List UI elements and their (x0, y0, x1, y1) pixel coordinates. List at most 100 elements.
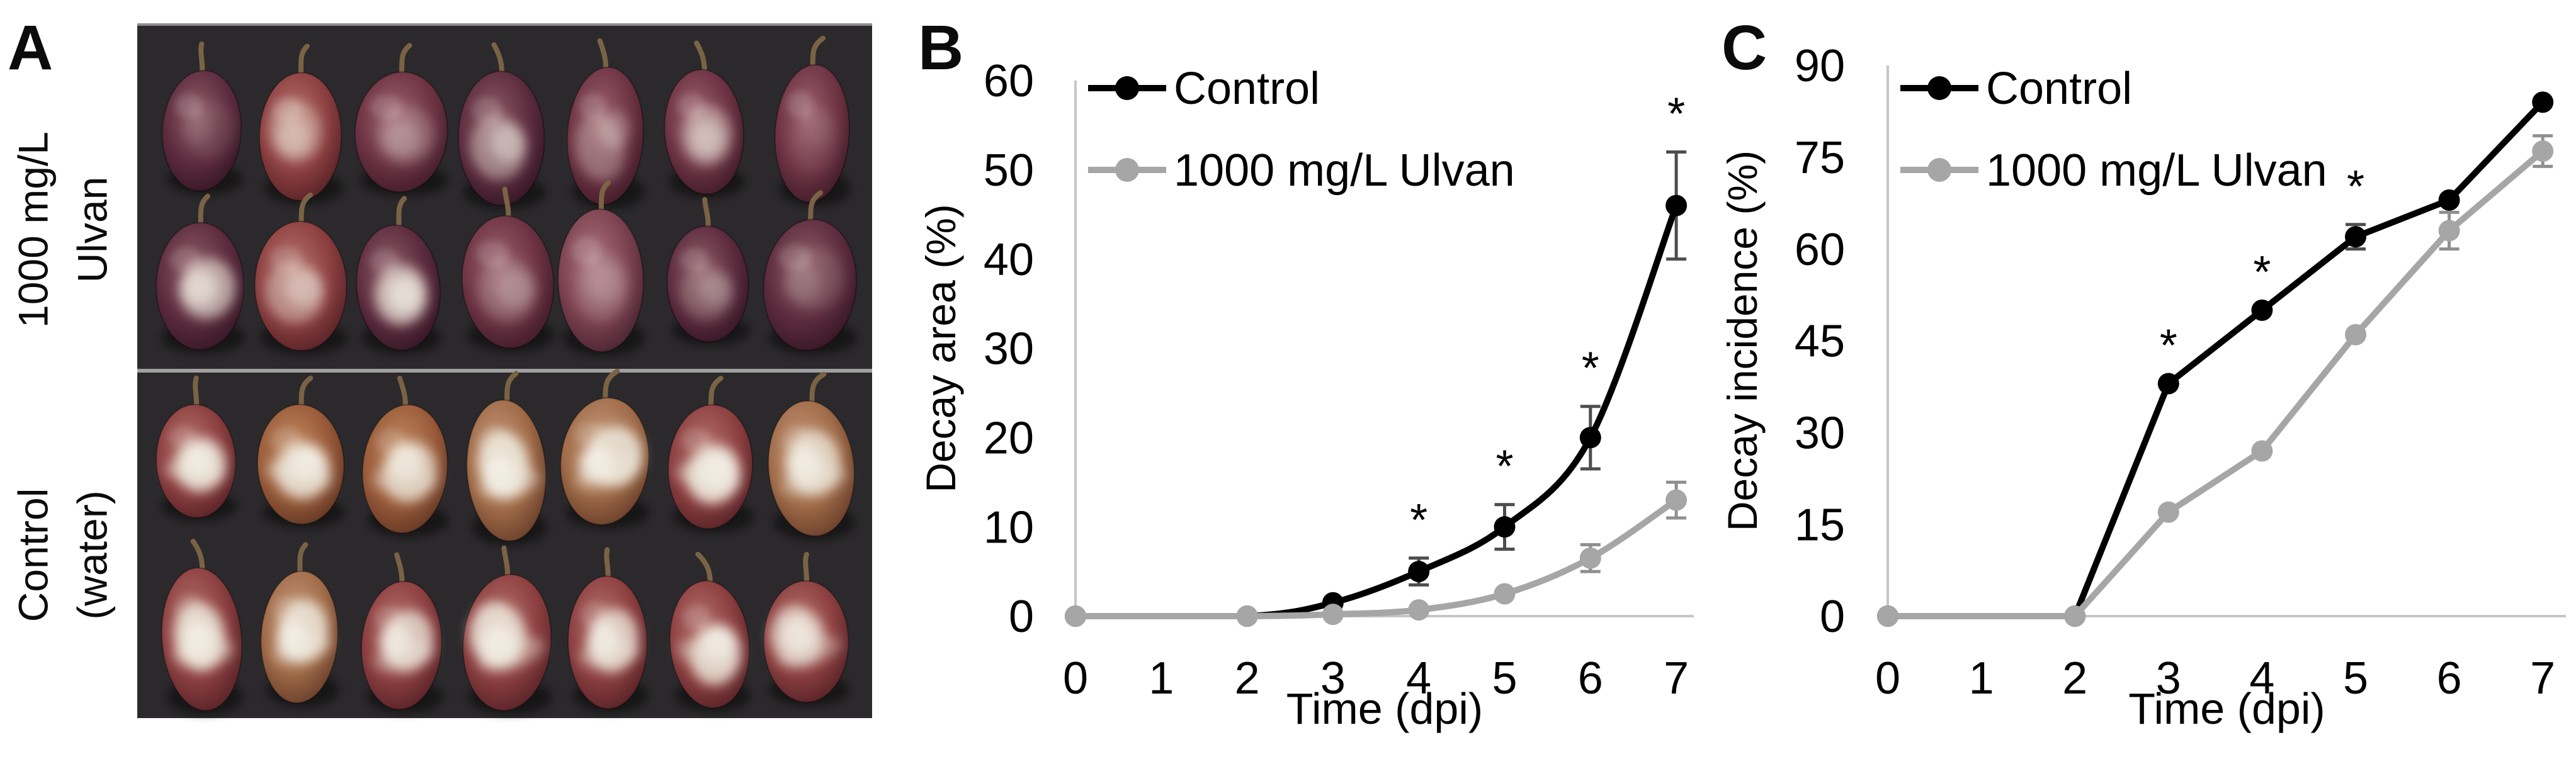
significance-asterisk: * (2253, 247, 2271, 298)
axes: 0 10 20 30 40 50 60 0 1 2 3 4 5 6 7 Decay area (%) Time … (917, 56, 1694, 733)
panel-a-letter: A (8, 13, 54, 83)
x-tick-label: 0 (1875, 653, 1900, 704)
data-point-marker (1494, 583, 1516, 605)
y-tick-label: 90 (1795, 41, 1845, 91)
legend-label: 1000 mg/L Ulvan (1174, 145, 1515, 196)
mold-patch (179, 258, 235, 319)
x-tick-label: 5 (2343, 653, 2368, 704)
y-tick-label: 60 (984, 56, 1034, 106)
grape (258, 43, 343, 205)
y-tick-label: 75 (1795, 133, 1845, 183)
data-point-marker (2251, 440, 2273, 462)
significance-asterisk: * (1410, 495, 1427, 546)
y-tick-label: 45 (1795, 317, 1845, 367)
x-tick-label: 1 (1969, 653, 1994, 704)
y-tick-label: 30 (1795, 408, 1845, 459)
grape (457, 42, 546, 210)
grape-group-control-water (156, 368, 856, 716)
series-ulvan (1065, 480, 1688, 627)
grape-photo-panel (137, 23, 872, 718)
grape (566, 38, 645, 209)
x-tick-label: 2 (1235, 653, 1260, 704)
grape (763, 190, 858, 355)
y-tick-label: 10 (984, 502, 1034, 553)
y-tick-label: 30 (984, 324, 1034, 374)
data-point-marker (2345, 226, 2366, 248)
legend-label: 1000 mg/L Ulvan (1986, 145, 2327, 196)
x-tick-label: 0 (1063, 653, 1088, 704)
grape (156, 193, 246, 354)
grape (768, 371, 856, 541)
mold-patch (681, 105, 732, 166)
series-ulvan (1877, 134, 2554, 627)
panel-c-letter: C (1722, 13, 1767, 83)
legend-label: Control (1174, 64, 1320, 114)
grape (557, 180, 645, 356)
legend-marker (1115, 76, 1139, 100)
grape (161, 539, 243, 716)
data-point-marker (2345, 323, 2366, 346)
grape (560, 368, 650, 529)
mold-patch (265, 261, 324, 323)
data-point-marker (1494, 516, 1516, 538)
data-point-marker (1408, 599, 1430, 621)
y-tick-label: 20 (984, 413, 1034, 464)
data-point-marker (1665, 489, 1688, 511)
mold-patch (575, 252, 630, 322)
significance-asterisk: * (2160, 321, 2177, 371)
mold-patch (676, 444, 741, 504)
mold-patch (273, 599, 332, 665)
mold-patch (265, 441, 332, 499)
grape (774, 35, 851, 207)
grape-group-ulvan-treated (156, 35, 858, 356)
legend-marker (1927, 76, 1951, 100)
grape (256, 375, 345, 528)
grape (161, 41, 243, 195)
x-tick-label: 3 (1320, 653, 1346, 704)
x-axis-title: Time (dpi) (1286, 684, 1483, 733)
x-tick-label: 7 (1664, 653, 1689, 704)
x-tick-label: 5 (1492, 653, 1517, 704)
grape (356, 196, 441, 354)
mold-patch (376, 106, 436, 164)
mold-patch (373, 610, 435, 673)
mold-patch (575, 110, 630, 181)
data-point-marker (2532, 91, 2554, 113)
y-tick-label: 15 (1795, 500, 1845, 550)
mold-patch (164, 437, 226, 492)
legend-marker (1115, 158, 1139, 182)
panel-b-letter: B (918, 13, 964, 83)
significance-asterisk: * (1667, 89, 1685, 139)
data-point-marker (2438, 220, 2460, 242)
data-point-marker (1579, 427, 1601, 449)
y-axis-title: Decay area (%) (917, 204, 964, 493)
data-point-marker (1236, 605, 1258, 627)
grape (666, 197, 750, 346)
photo-group-divider (137, 369, 872, 373)
mold-patch (172, 602, 235, 672)
y-tick-label: 50 (984, 145, 1034, 196)
decay-area-chart: 0 10 20 30 40 50 60 0 1 2 3 4 5 6 7 Decay area (%) Time … (917, 56, 1694, 733)
data-point-marker (1579, 547, 1601, 569)
grape (360, 552, 443, 714)
grape (667, 376, 754, 533)
x-tick-label: 6 (1578, 653, 1603, 704)
grape (254, 192, 348, 355)
photo-top-border (137, 23, 872, 26)
mold-patch (784, 247, 844, 311)
series-line (1885, 148, 2546, 619)
legend-marker (1927, 158, 1951, 182)
y-tick-label: 0 (1820, 592, 1845, 642)
grape (354, 43, 448, 196)
x-axis-title: Time (dpi) (2128, 684, 2325, 733)
grape (461, 186, 555, 352)
mold-patch (770, 607, 841, 668)
data-point-marker (1408, 561, 1430, 583)
grape (763, 551, 850, 706)
data-point-marker (2157, 501, 2179, 523)
mold-patch (478, 258, 537, 322)
x-tick-label: 4 (1406, 653, 1431, 704)
grape (664, 40, 745, 198)
